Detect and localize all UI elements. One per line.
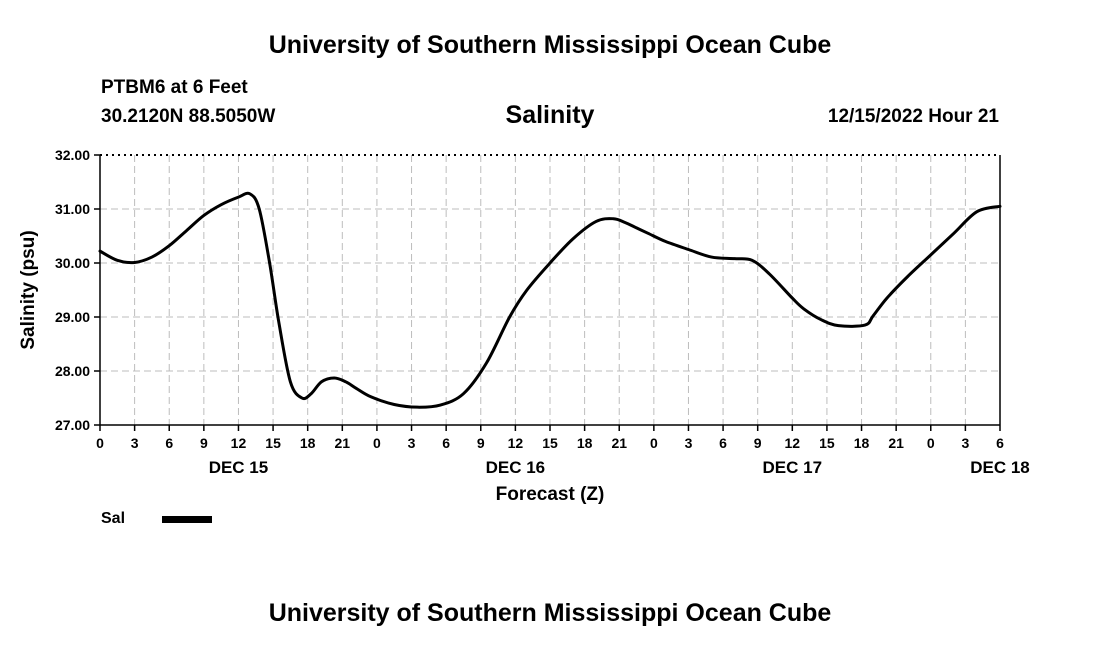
x-tick-label: 21: [888, 435, 904, 451]
y-tick-label: 32.00: [55, 147, 90, 163]
x-tick-label: 18: [300, 435, 316, 451]
page-title: University of Southern Mississippi Ocean…: [268, 31, 832, 59]
x-tick-label: 6: [165, 435, 173, 451]
x-tick-label: 9: [200, 435, 208, 451]
x-tick-label: 0: [96, 435, 104, 451]
x-tick-label: 15: [542, 435, 558, 451]
day-label: DEC 16: [486, 458, 546, 477]
x-axis-title: Forecast (Z): [496, 484, 605, 505]
x-tick-label: 3: [131, 435, 139, 451]
x-tick-label: 12: [231, 435, 247, 451]
legend-label: Sal: [101, 510, 126, 527]
x-tick-label: 9: [754, 435, 762, 451]
series-line-sal: [98, 191, 1002, 409]
y-tick-label: 27.00: [55, 417, 90, 433]
x-tick-label: 12: [785, 435, 801, 451]
x-tick-label: 0: [650, 435, 658, 451]
x-tick-label: 9: [477, 435, 485, 451]
x-tick-label: 3: [961, 435, 969, 451]
legend-line-swatch: [162, 516, 212, 523]
x-tick-label: 6: [442, 435, 450, 451]
x-tick-label: 3: [685, 435, 693, 451]
x-tick-label: 18: [854, 435, 870, 451]
y-tick-label: 31.00: [55, 201, 90, 217]
chart-title: Salinity: [505, 101, 595, 129]
y-tick-label: 28.00: [55, 363, 90, 379]
x-tick-label: 0: [373, 435, 381, 451]
x-tick-label: 3: [408, 435, 416, 451]
x-tick-label: 21: [335, 435, 351, 451]
station-label: PTBM6 at 6 Feet: [101, 77, 248, 98]
day-label: DEC 18: [970, 458, 1030, 477]
day-label: DEC 17: [763, 458, 823, 477]
day-label: DEC 15: [209, 458, 269, 477]
station-coordinates: 30.2120N 88.5050W: [101, 106, 276, 127]
y-axis-title: Salinity (psu): [18, 230, 39, 349]
x-tick-label: 0: [927, 435, 935, 451]
x-tick-label: 18: [577, 435, 593, 451]
y-tick-label: 30.00: [55, 255, 90, 271]
x-tick-label: 15: [819, 435, 835, 451]
x-tick-label: 6: [719, 435, 727, 451]
x-tick-label: 12: [508, 435, 524, 451]
x-tick-label: 21: [611, 435, 627, 451]
y-tick-label: 29.00: [55, 309, 90, 325]
x-tick-label: 6: [996, 435, 1004, 451]
forecast-datetime: 12/15/2022 Hour 21: [827, 106, 999, 127]
x-tick-label: 15: [265, 435, 281, 451]
footer-title: University of Southern Mississippi Ocean…: [268, 599, 832, 627]
